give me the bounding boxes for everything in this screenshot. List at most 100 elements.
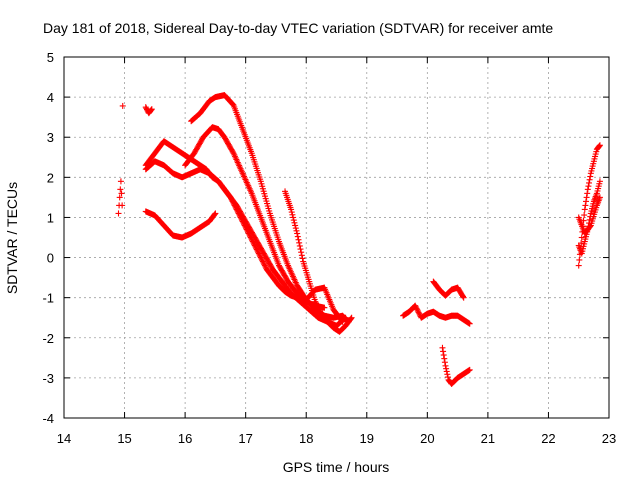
data-point	[414, 308, 421, 315]
data-point	[338, 317, 345, 324]
data-point	[582, 202, 589, 209]
y-ticks: -4 -3 -2 -1 0 1 2 3 4 5	[42, 50, 609, 426]
data-point	[583, 194, 590, 201]
data-point	[582, 198, 589, 205]
x-axis-label: GPS time / hours	[283, 459, 390, 475]
data-point	[596, 143, 603, 150]
data-point	[298, 252, 305, 259]
data-point	[262, 263, 269, 270]
data-point	[261, 262, 268, 269]
y-tick-label: -4	[42, 411, 54, 426]
data-point	[256, 251, 263, 258]
data-point	[117, 186, 124, 193]
data-point	[257, 253, 264, 260]
data-point	[441, 355, 448, 362]
x-tick-label: 20	[420, 431, 434, 446]
data-point	[466, 366, 473, 373]
data-point	[576, 256, 583, 263]
data-point	[415, 309, 422, 316]
data-point	[440, 348, 447, 355]
x-tick-label: 22	[541, 431, 555, 446]
grid	[64, 57, 609, 418]
data-point	[297, 246, 304, 253]
data-point	[575, 262, 582, 269]
data-point	[466, 320, 473, 327]
data-point	[296, 239, 303, 246]
data-point	[585, 183, 592, 190]
data-point	[412, 304, 419, 311]
data-point	[255, 250, 262, 257]
y-tick-label: -3	[42, 371, 54, 386]
y-tick-label: -2	[42, 331, 54, 346]
data-point	[289, 211, 296, 218]
data-point	[442, 362, 449, 369]
data-point	[414, 306, 421, 313]
data-point	[290, 217, 297, 224]
data-point	[117, 178, 124, 185]
data-point	[148, 106, 155, 113]
data-point	[321, 304, 328, 311]
data-point	[119, 102, 126, 109]
data-point	[347, 315, 354, 322]
data-point	[251, 242, 258, 249]
data-point	[459, 293, 466, 300]
data-point	[229, 101, 236, 108]
data-point	[212, 210, 219, 217]
data-point	[596, 142, 603, 149]
data-point	[460, 294, 467, 301]
y-tick-label: 3	[47, 130, 54, 145]
chart-title: Day 181 of 2018, Sidereal Day-to-day VTE…	[43, 20, 553, 36]
data-point	[443, 368, 450, 375]
data-point	[119, 202, 126, 209]
data-point	[260, 259, 267, 266]
data-point	[211, 211, 218, 218]
plot-frame	[63, 56, 610, 419]
data-point	[116, 194, 123, 201]
x-ticks: 14 15 16 17 18 19 20 21 22 23	[57, 57, 616, 446]
data-point	[412, 302, 419, 309]
data-point	[440, 352, 447, 359]
data-point	[317, 308, 324, 315]
data-point	[444, 371, 451, 378]
data-point	[413, 305, 420, 312]
x-tick-label: 16	[178, 431, 192, 446]
data-point	[314, 304, 321, 311]
data-point	[258, 255, 265, 262]
data-point	[443, 365, 450, 372]
y-tick-label: 0	[47, 251, 54, 266]
y-tick-label: 1	[47, 210, 54, 225]
y-axis-label: SDTVAR / TECUs	[4, 182, 20, 294]
y-tick-label: 5	[47, 50, 54, 65]
data-point	[439, 344, 446, 351]
data-point	[441, 359, 448, 366]
data-point	[339, 318, 346, 325]
data-point	[292, 222, 299, 229]
y-tick-label: -1	[42, 291, 54, 306]
x-tick-label: 18	[299, 431, 313, 446]
data-point	[587, 173, 594, 180]
y-tick-label: 2	[47, 170, 54, 185]
data-point	[296, 242, 303, 249]
x-tick-label: 21	[481, 431, 495, 446]
data-point	[290, 214, 297, 221]
data-points	[115, 92, 603, 387]
data-point	[257, 254, 264, 261]
data-point	[584, 186, 591, 193]
data-point	[312, 300, 319, 307]
data-point	[444, 374, 451, 381]
data-point	[584, 190, 591, 197]
data-point	[288, 206, 295, 213]
data-point	[312, 298, 319, 305]
data-point	[148, 106, 155, 113]
x-tick-label: 19	[360, 431, 374, 446]
data-point	[118, 190, 125, 197]
data-point	[416, 310, 423, 317]
data-point	[299, 255, 306, 262]
data-point	[255, 249, 262, 256]
data-point	[578, 234, 585, 241]
data-point	[348, 314, 355, 321]
data-point	[581, 206, 588, 213]
data-point	[229, 149, 236, 156]
x-tick-label: 23	[602, 431, 616, 446]
data-point	[316, 306, 323, 313]
